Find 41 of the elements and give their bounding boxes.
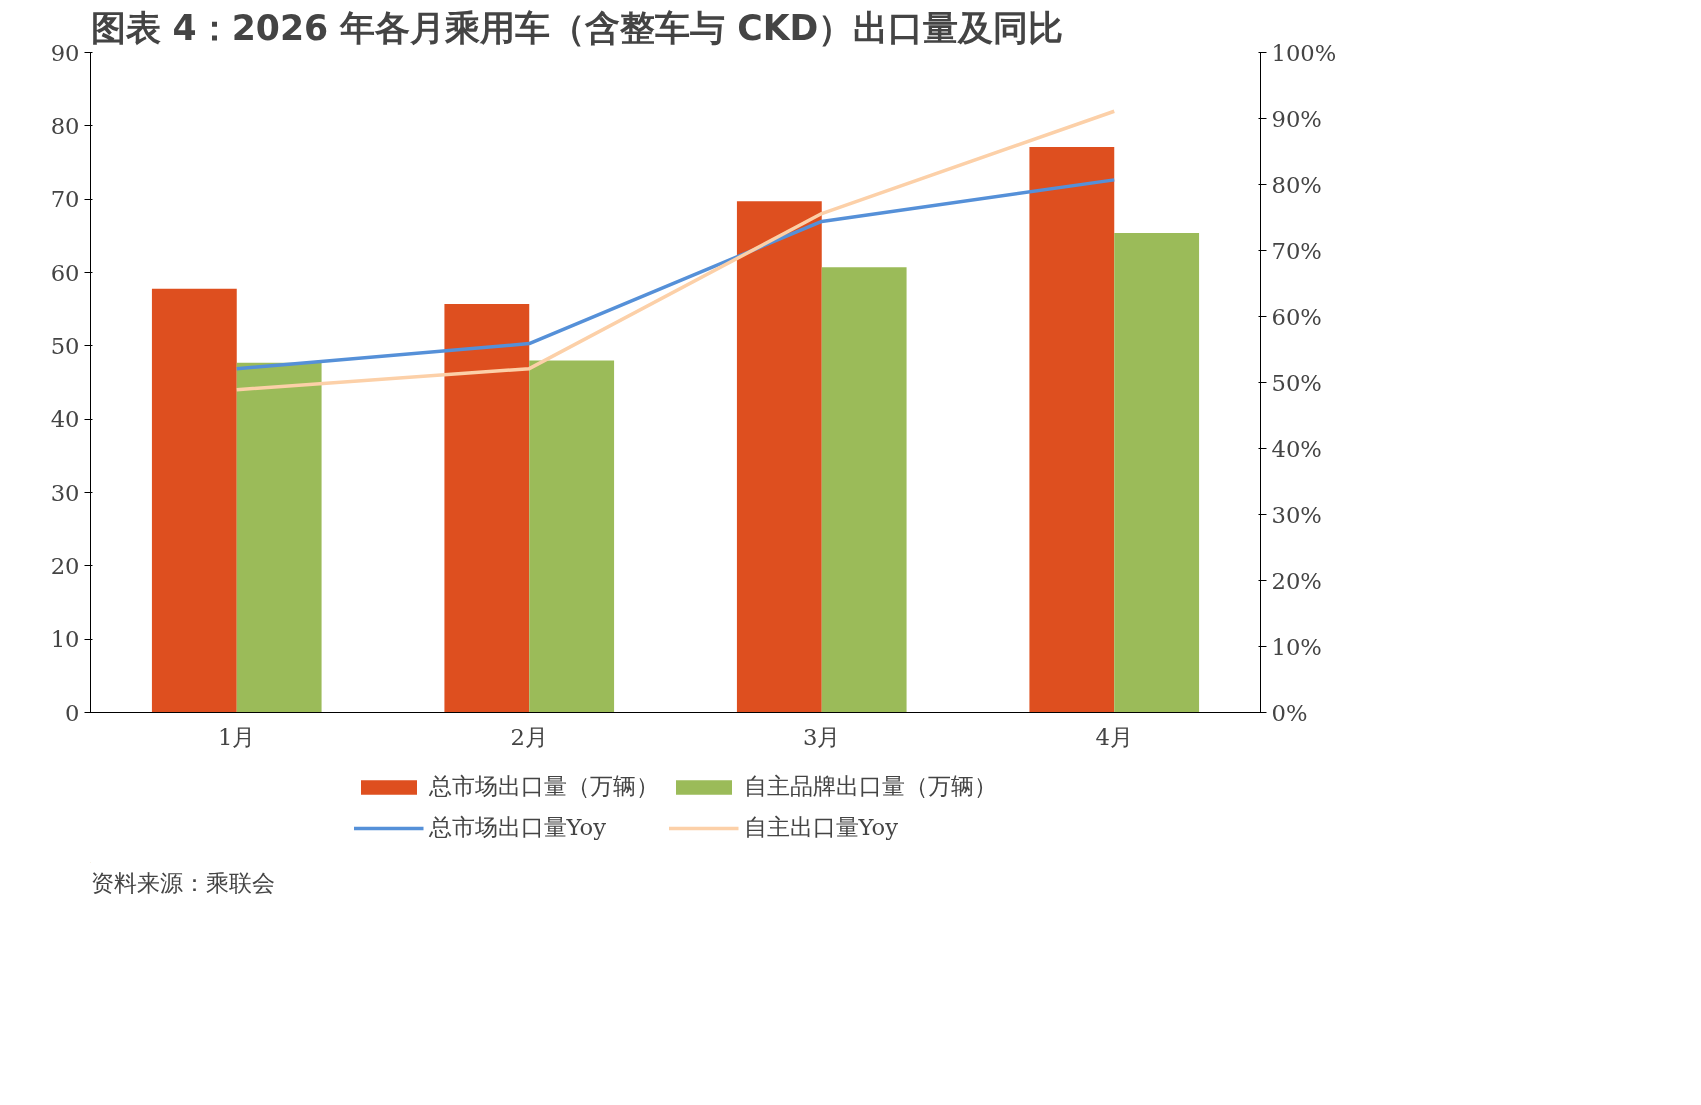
x-tick-label: 4月 xyxy=(1095,723,1133,750)
bar xyxy=(736,201,822,713)
legend-label: 自主出口量Yoy xyxy=(743,813,898,842)
y-tick-label: 80 xyxy=(50,112,80,139)
x-tick-label: 1月 xyxy=(218,723,256,750)
y2-tick-label: 20% xyxy=(1271,567,1322,594)
y-tick-label: 30 xyxy=(50,479,80,506)
y2-tick-label: 40% xyxy=(1271,435,1322,462)
line-series xyxy=(235,178,1116,371)
bar xyxy=(821,267,907,713)
y-tick-label: 0 xyxy=(65,699,80,726)
y2-tick-label: 90% xyxy=(1271,105,1322,132)
x-tick-label: 2月 xyxy=(510,723,548,750)
y-tick-label: 60 xyxy=(50,259,80,286)
y-tick-label: 20 xyxy=(50,552,80,579)
y2-tick-label: 0% xyxy=(1271,699,1308,726)
y2-tick-label: 60% xyxy=(1271,303,1322,330)
bar xyxy=(529,360,615,713)
bar xyxy=(1114,232,1200,713)
legend-label: 总市场出口量Yoy xyxy=(428,813,606,842)
y2-tick-label: 70% xyxy=(1271,237,1322,264)
y-tick-label: 90 xyxy=(50,39,80,66)
y-tick-label: 10 xyxy=(50,626,80,653)
bar xyxy=(1029,147,1115,713)
y2-tick-label: 80% xyxy=(1271,171,1322,198)
x-tick-label: 3月 xyxy=(803,723,841,750)
y2-tick-label: 50% xyxy=(1271,369,1322,396)
chart-title: 图表 4：2026 年各月乘用车（含整车与 CKD）出口量及同比 xyxy=(90,7,1064,48)
y-tick-label: 40 xyxy=(50,406,80,433)
bar xyxy=(236,362,322,713)
legend-label: 自主品牌出口量（万辆） xyxy=(743,772,997,801)
y-tick-label: 70 xyxy=(50,186,80,213)
y2-tick-label: 10% xyxy=(1271,633,1322,660)
legend-label: 总市场出口量（万辆） xyxy=(428,772,659,801)
line-series xyxy=(235,109,1116,392)
y2-tick-label: 100% xyxy=(1271,39,1337,66)
text: 资料来源：乘联会 xyxy=(90,869,275,896)
y2-tick-label: 30% xyxy=(1271,501,1322,528)
bar xyxy=(444,304,530,713)
bar xyxy=(151,288,237,713)
y-tick-label: 50 xyxy=(50,332,80,359)
